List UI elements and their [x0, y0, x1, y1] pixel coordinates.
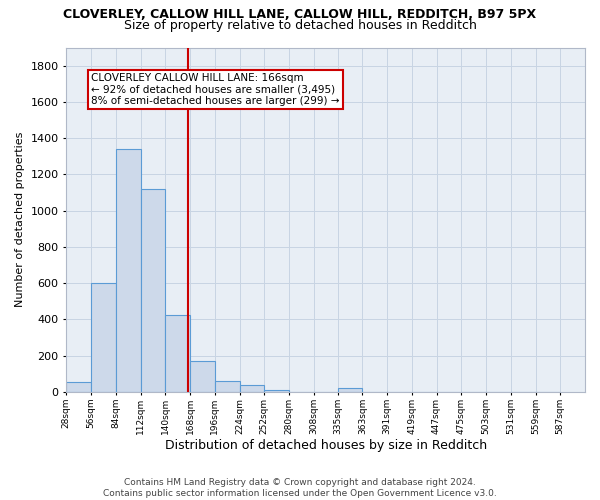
Text: Size of property relative to detached houses in Redditch: Size of property relative to detached ho…	[124, 19, 476, 32]
Bar	[239, 385, 264, 392]
Bar	[67, 382, 91, 392]
Bar	[140, 189, 165, 392]
Bar	[215, 381, 239, 392]
Text: Contains HM Land Registry data © Crown copyright and database right 2024.
Contai: Contains HM Land Registry data © Crown c…	[103, 478, 497, 498]
Bar	[91, 283, 116, 392]
Text: CLOVERLEY, CALLOW HILL LANE, CALLOW HILL, REDDITCH, B97 5PX: CLOVERLEY, CALLOW HILL LANE, CALLOW HILL…	[64, 8, 536, 20]
Bar	[165, 315, 190, 392]
Text: CLOVERLEY CALLOW HILL LANE: 166sqm
← 92% of detached houses are smaller (3,495)
: CLOVERLEY CALLOW HILL LANE: 166sqm ← 92%…	[91, 73, 340, 106]
Y-axis label: Number of detached properties: Number of detached properties	[15, 132, 25, 308]
Bar	[190, 361, 215, 392]
Bar	[116, 149, 140, 392]
Bar	[338, 388, 362, 392]
X-axis label: Distribution of detached houses by size in Redditch: Distribution of detached houses by size …	[164, 440, 487, 452]
Bar	[264, 390, 289, 392]
